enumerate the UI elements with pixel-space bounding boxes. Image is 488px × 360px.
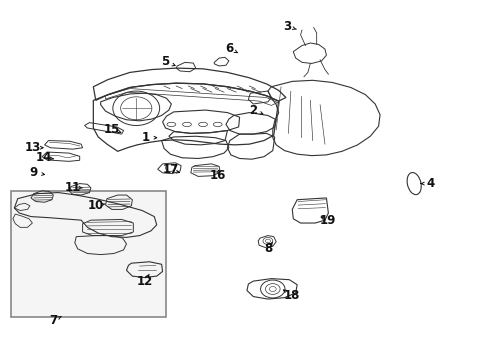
Text: 8: 8 <box>263 242 271 255</box>
Text: 4: 4 <box>426 177 434 190</box>
Text: 19: 19 <box>320 214 336 227</box>
Text: 17: 17 <box>162 163 178 176</box>
Text: 18: 18 <box>284 289 300 302</box>
Text: 15: 15 <box>103 122 120 136</box>
Text: 7: 7 <box>49 314 57 327</box>
Text: 16: 16 <box>209 169 225 182</box>
Text: 9: 9 <box>30 166 38 179</box>
Text: 6: 6 <box>224 41 233 54</box>
Text: 5: 5 <box>161 55 169 68</box>
Text: 2: 2 <box>249 104 257 117</box>
FancyBboxPatch shape <box>11 192 165 317</box>
Text: 14: 14 <box>35 151 52 164</box>
Text: 12: 12 <box>136 275 152 288</box>
Text: 1: 1 <box>142 131 150 144</box>
Text: 10: 10 <box>87 199 103 212</box>
Text: 13: 13 <box>24 141 41 154</box>
Text: 3: 3 <box>283 20 291 33</box>
Text: 11: 11 <box>64 181 81 194</box>
